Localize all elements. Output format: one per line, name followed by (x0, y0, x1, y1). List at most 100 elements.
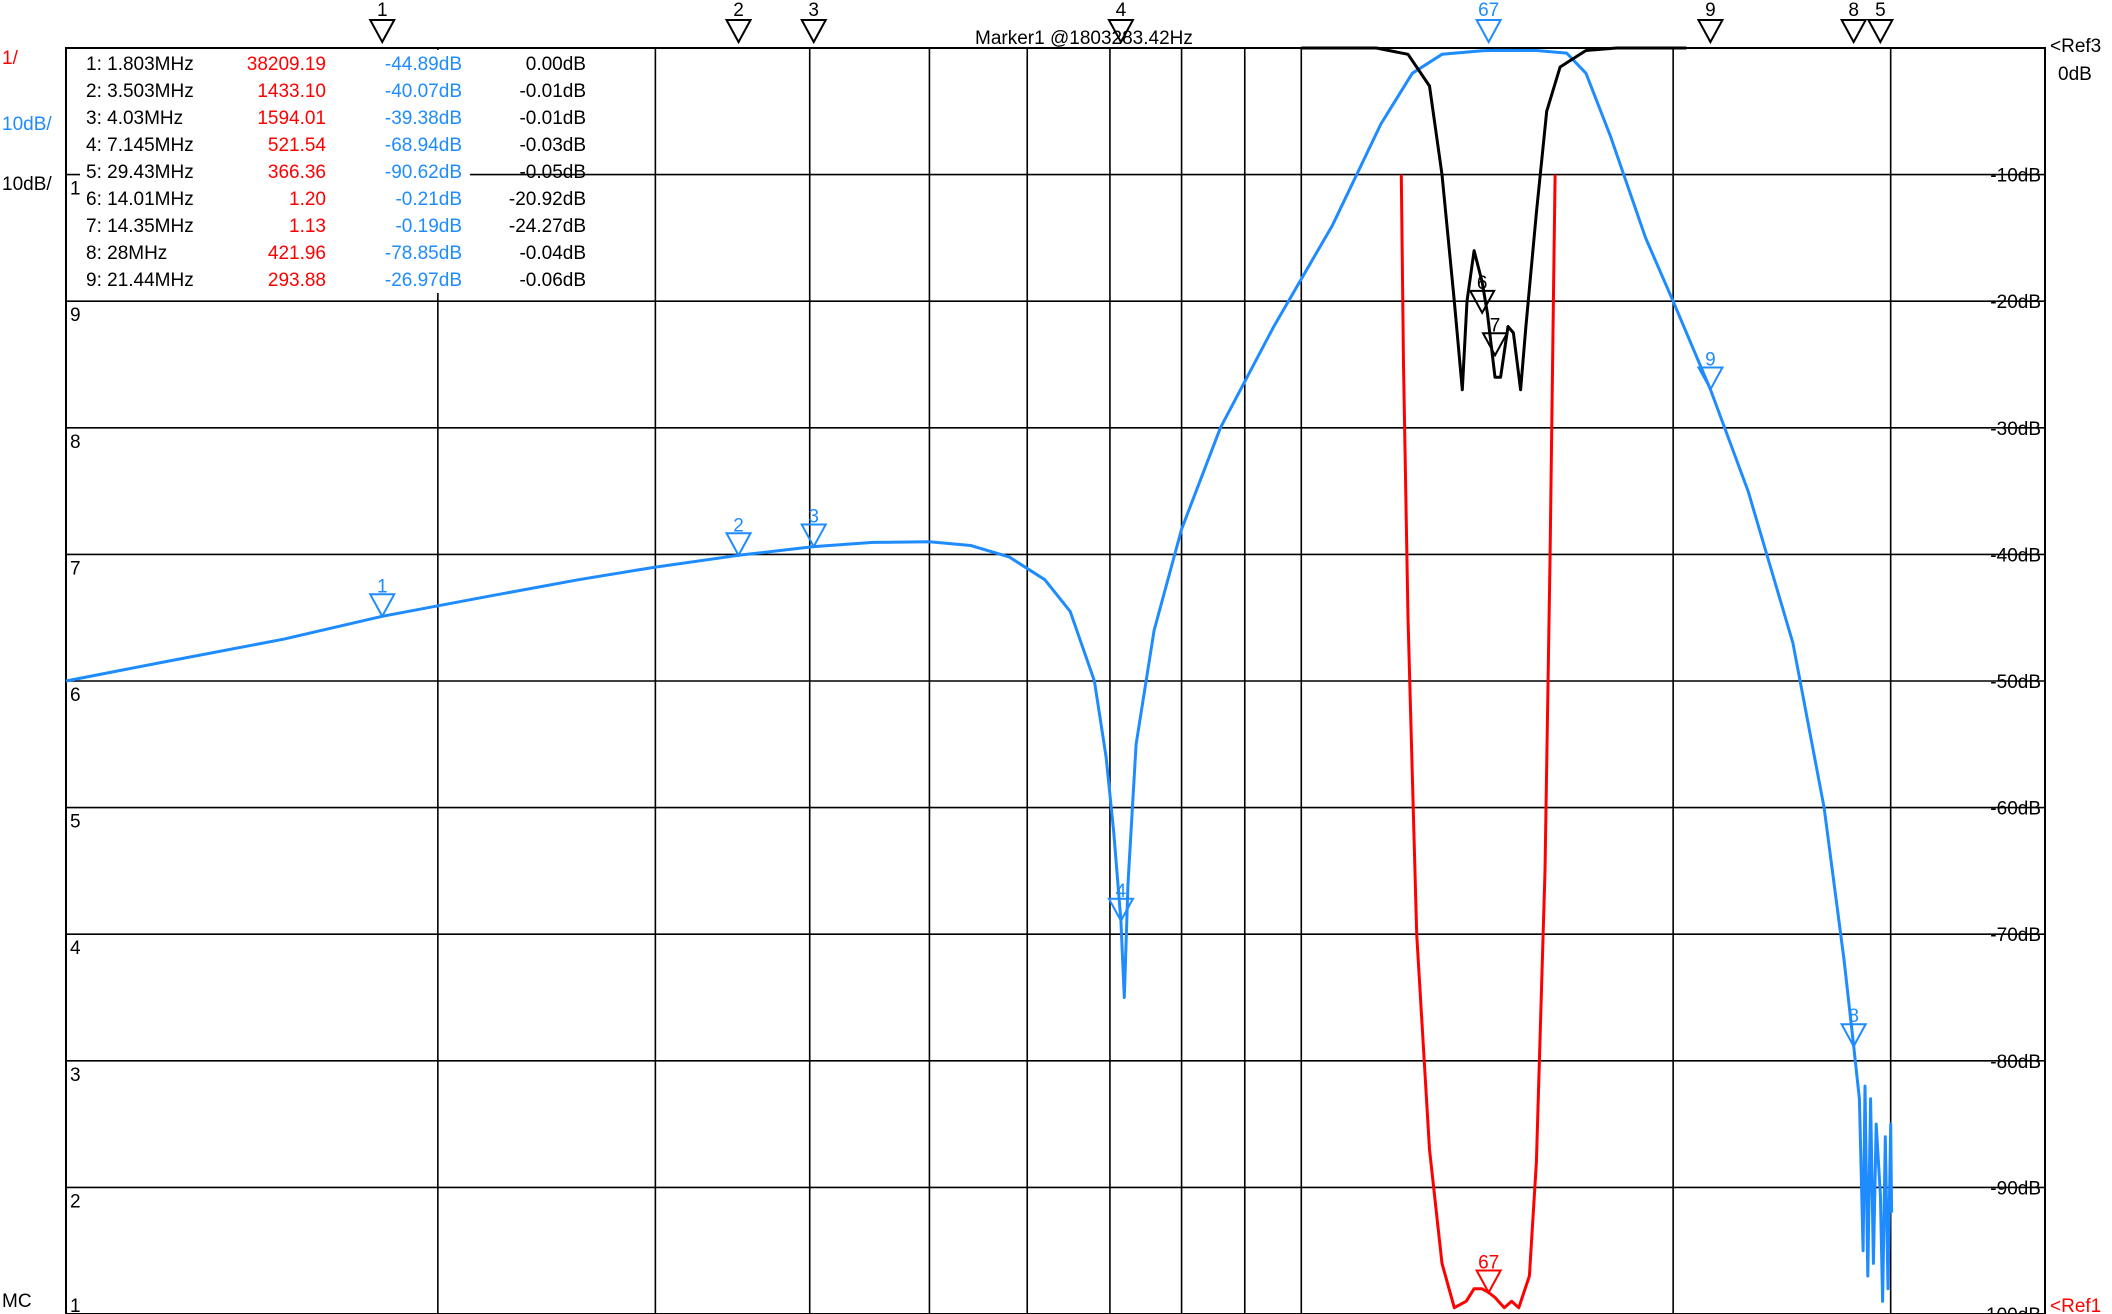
marker-table-bg (80, 50, 470, 293)
top-marker-4 (1107, 19, 1135, 45)
swr-tick-labels: 10987654321 (70, 179, 91, 1314)
db-tick-label: -10dB (1990, 166, 2041, 187)
marker-row-swr: 293.88 (268, 270, 326, 291)
trace-marker-label-swr-67: 67 (1478, 1252, 1499, 1273)
marker-row-swr: 1433.10 (257, 81, 326, 102)
ref1-label: <Ref1 (2050, 1296, 2101, 1314)
swr-trace (1399, 174, 1557, 1310)
marker-row-s11: -24.27dB (509, 216, 586, 237)
marker-row-s11: -0.03dB (519, 135, 586, 156)
db-tick-label: -40dB (1990, 545, 2041, 566)
top-marker-3 (800, 19, 828, 45)
swr-tick-label: 8 (70, 432, 81, 453)
marker-row-freq: 4: 7.145MHz (86, 135, 194, 156)
marker-row-swr: 1.13 (289, 216, 326, 237)
top-marker-8 (1839, 19, 1868, 45)
marker-row-s21: -39.38dB (385, 108, 462, 129)
trace-markers: 1 2 3 4 8 9 67 67 (368, 273, 1868, 1295)
trace-marker-s11-6 (1468, 289, 1496, 315)
ref3-label: <Ref3 (2050, 36, 2101, 57)
swr-scale-label: 1/ (2, 48, 19, 69)
db-tick-label: -70dB (1990, 925, 2041, 946)
marker-row-s11: -0.01dB (519, 81, 586, 102)
marker-row-s21: -0.21dB (395, 189, 462, 210)
marker-row-freq: 6: 14.01MHz (86, 189, 194, 210)
top-marker-9 (1696, 19, 1725, 45)
trace-marker-label-s21-9: 9 (1705, 349, 1716, 370)
trace-marker-label-s21-3: 3 (808, 507, 819, 528)
s11-trace (1301, 46, 1687, 392)
ref3-zero-label: 0dB (2058, 64, 2092, 85)
corner-label: MC (2, 1291, 32, 1312)
marker-row-swr: 521.54 (268, 135, 327, 156)
marker-row-swr: 38209.19 (247, 54, 326, 75)
trace-marker-s21-9 (1696, 366, 1725, 392)
top-marker-1 (368, 19, 396, 45)
db-tick-label: -30dB (1990, 419, 2041, 440)
marker-row-s21: -44.89dB (385, 54, 462, 75)
marker-row-freq: 5: 29.43MHz (86, 162, 194, 183)
chart-title: Marker1 @1803283.42Hz (975, 28, 1193, 49)
marker-row-swr: 421.96 (268, 243, 326, 264)
trace-marker-s11-7 (1481, 332, 1509, 358)
marker-row-s11: -20.92dB (509, 189, 586, 210)
swr-tick-label: 6 (70, 685, 81, 706)
top-marker-label-5: 5 (1875, 0, 1886, 21)
top-marker-67 (1474, 19, 1503, 45)
top-marker-2 (724, 19, 753, 45)
db-tick-label: -20dB (1990, 292, 2041, 313)
marker-row-s21: -90.62dB (385, 162, 462, 183)
marker-row-s21: -78.85dB (385, 243, 462, 264)
s21-trace (65, 48, 1894, 1303)
marker-row-freq: 8: 28MHz (86, 243, 167, 264)
marker-row-freq: 1: 1.803MHz (86, 54, 194, 75)
top-markers: 1 2 3 4 67 9 8 5 (368, 0, 1895, 45)
swr-tick-label: 1 (70, 1296, 81, 1314)
top-marker-label-67: 67 (1478, 0, 1499, 21)
db-tick-label: -80dB (1990, 1052, 2041, 1073)
top-marker-label-2: 2 (733, 0, 744, 21)
trace-marker-s21-3 (800, 523, 828, 549)
swr-tick-label: 5 (70, 812, 81, 833)
top-marker-label-1: 1 (377, 0, 388, 21)
swr-tick-label: 2 (70, 1191, 81, 1212)
marker-row-freq: 9: 21.44MHz (86, 270, 194, 291)
marker-row-s11: -0.05dB (519, 162, 586, 183)
marker-row-s21: -68.94dB (385, 135, 462, 156)
marker-row-s21: -40.07dB (385, 81, 462, 102)
top-marker-label-9: 9 (1705, 0, 1716, 21)
marker-row-freq: 2: 3.503MHz (86, 81, 194, 102)
swr-tick-label: 9 (70, 305, 81, 326)
top-marker-5 (1866, 19, 1895, 45)
trace-marker-s21-4 (1107, 897, 1135, 923)
marker-row-s11: 0.00dB (526, 54, 586, 75)
db-tick-label: -90dB (1990, 1178, 2041, 1199)
marker-row-swr: 1.20 (289, 189, 326, 210)
top-marker-label-4: 4 (1116, 0, 1127, 21)
marker-table: 1: 1.803MHz 38209.19 -44.89dB 0.00dB 2: 3.50… (80, 50, 586, 293)
marker-row-swr: 366.36 (268, 162, 326, 183)
trace-marker-s21-8 (1839, 1023, 1868, 1049)
trace-marker-label-s21-4: 4 (1116, 881, 1127, 902)
trace-marker-label-s11-7: 7 (1490, 315, 1501, 336)
top-marker-label-8: 8 (1848, 0, 1859, 21)
db-tick-label: -100dB (1980, 1305, 2041, 1314)
swr-tick-label: 4 (70, 938, 81, 959)
top-marker-label-3: 3 (808, 0, 819, 21)
marker-row-swr: 1594.01 (257, 108, 326, 129)
s21-scale-label: 10dB/ (2, 114, 52, 135)
swr-tick-label: 7 (70, 558, 81, 579)
marker-row-s11: -0.06dB (519, 270, 586, 291)
db-tick-label: -50dB (1990, 672, 2041, 693)
trace-marker-s21-2 (724, 532, 753, 558)
marker-row-freq: 3: 4.03MHz (86, 108, 183, 129)
marker-row-freq: 7: 14.35MHz (86, 216, 194, 237)
swr-tick-label: 3 (70, 1065, 81, 1086)
trace-marker-label-s21-8: 8 (1848, 1006, 1859, 1027)
trace-marker-label-s11-6: 6 (1477, 273, 1488, 294)
marker-row-s21: -0.19dB (395, 216, 462, 237)
trace-marker-label-s21-1: 1 (377, 576, 388, 597)
marker-row-s11: -0.01dB (519, 108, 586, 129)
db-tick-labels: -10dB -20dB -30dB -40dB -50dB -60dB -70dB -80dB… (1980, 166, 2041, 1314)
